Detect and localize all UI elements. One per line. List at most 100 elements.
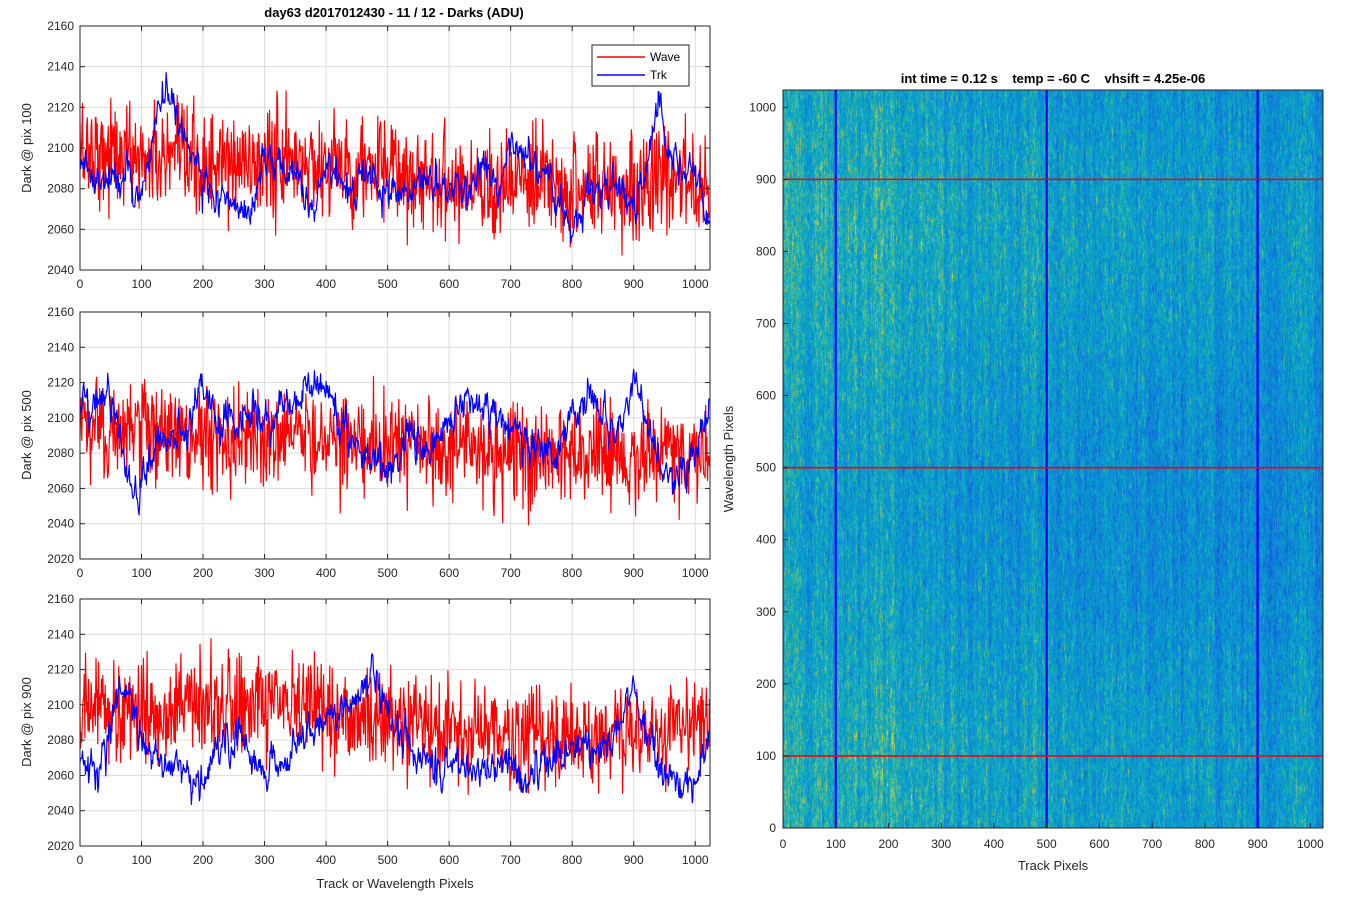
- x-axis-label: Track Pixels: [1018, 858, 1089, 873]
- x-tick-label: 500: [378, 566, 398, 580]
- x-tick-label: 200: [878, 837, 898, 851]
- x-tick-label: 300: [255, 853, 275, 867]
- y-tick-label: 2060: [47, 222, 74, 236]
- y-axis-label: Dark @ pix 900: [19, 677, 34, 767]
- y-tick-label: 300: [756, 605, 776, 619]
- x-tick-label: 700: [501, 277, 521, 291]
- x-tick-label: 800: [562, 853, 582, 867]
- x-tick-label: 600: [1089, 837, 1109, 851]
- y-tick-label: 2080: [47, 182, 74, 196]
- x-tick-label: 0: [77, 853, 84, 867]
- x-tick-label: 100: [132, 566, 152, 580]
- plot-area-frame: [79, 598, 711, 847]
- y-tick-label: 900: [756, 172, 776, 186]
- x-tick-label: 600: [439, 853, 459, 867]
- y-tick-label: 2160: [47, 592, 74, 606]
- series-line-wave: [79, 375, 710, 526]
- series-line-trk: [79, 71, 710, 244]
- line-plot-pix-100: day63 d2017012430 - 11 / 12 - Darks (ADU…: [19, 5, 711, 291]
- y-tick-label: 800: [756, 244, 776, 258]
- x-tick-label: 200: [193, 277, 213, 291]
- x-tick-label: 1000: [682, 566, 709, 580]
- legend: Wave Trk: [591, 44, 690, 87]
- series-line-trk: [79, 368, 710, 516]
- y-tick-label: 2100: [47, 698, 74, 712]
- y-tick-label: 2040: [47, 804, 74, 818]
- y-tick-label: 700: [756, 317, 776, 331]
- y-tick-label: 0: [769, 821, 776, 835]
- y-tick-label: 2020: [47, 552, 74, 566]
- y-tick-label: 2120: [47, 663, 74, 677]
- x-tick-label: 600: [439, 566, 459, 580]
- y-tick-label: 2020: [47, 839, 74, 853]
- y-tick-label: 2140: [47, 340, 74, 354]
- x-tick-label: 900: [624, 277, 644, 291]
- y-tick-label: 2040: [47, 517, 74, 531]
- series-line-trk: [79, 653, 710, 806]
- y-tick-label: 2080: [47, 446, 74, 460]
- y-tick-label: 500: [756, 461, 776, 475]
- y-tick-label: 2140: [47, 627, 74, 641]
- y-tick-label: 2160: [47, 305, 74, 319]
- y-tick-label: 2040: [47, 263, 74, 277]
- x-tick-label: 800: [562, 566, 582, 580]
- x-tick-label: 100: [132, 853, 152, 867]
- legend-trk: Trk: [650, 68, 668, 82]
- x-tick-label: 200: [193, 566, 213, 580]
- y-tick-label: 2160: [47, 19, 74, 33]
- figure-title: day63 d2017012430 - 11 / 12 - Darks (ADU…: [264, 5, 523, 20]
- x-tick-label: 700: [501, 566, 521, 580]
- x-tick-label: 700: [501, 853, 521, 867]
- y-axis-label: Dark @ pix 100: [19, 103, 34, 193]
- y-tick-label: 400: [756, 533, 776, 547]
- x-tick-label: 500: [1037, 837, 1057, 851]
- x-tick-label: 0: [77, 277, 84, 291]
- series-line-wave: [79, 637, 710, 796]
- y-tick-label: 2120: [47, 376, 74, 390]
- y-axis-label: Wavelength Pixels: [721, 405, 736, 512]
- line-plot-pix-900: 0 100 200 300 400 500 600 700 800 900 1000 2020 2040…: [19, 592, 711, 891]
- y-tick-label: 2100: [47, 141, 74, 155]
- x-tick-label: 600: [439, 277, 459, 291]
- x-tick-label: 400: [316, 566, 336, 580]
- x-tick-label: 400: [316, 277, 336, 291]
- x-tick-label: 300: [931, 837, 951, 851]
- x-tick-label: 1000: [1297, 837, 1324, 851]
- heatmap-title: int time = 0.12 s temp = -60 C vhsift = …: [901, 71, 1206, 86]
- line-plot-pix-500: 0 100 200 300 400 500 600 700 800 900 1000 2020 2040…: [19, 305, 711, 580]
- x-tick-label: 100: [826, 837, 846, 851]
- y-tick-label: 2060: [47, 481, 74, 495]
- x-axis-label: Track or Wavelength Pixels: [316, 876, 474, 891]
- x-tick-label: 900: [1248, 837, 1268, 851]
- y-tick-label: 2140: [47, 60, 74, 74]
- y-tick-label: 2120: [47, 100, 74, 114]
- x-tick-label: 200: [193, 853, 213, 867]
- plot-area-frame: [79, 311, 711, 560]
- x-tick-label: 300: [255, 566, 275, 580]
- x-tick-label: 800: [1195, 837, 1215, 851]
- x-tick-label: 500: [378, 277, 398, 291]
- y-tick-label: 2060: [47, 768, 74, 782]
- y-tick-label: 2100: [47, 411, 74, 425]
- x-tick-label: 1000: [682, 853, 709, 867]
- heatmap-dark-frame: int time = 0.12 s temp = -60 C vhsift = …: [721, 71, 1324, 873]
- x-tick-label: 500: [378, 853, 398, 867]
- x-tick-label: 400: [984, 837, 1004, 851]
- y-tick-label: 2080: [47, 733, 74, 747]
- series-line-wave: [79, 90, 710, 256]
- heatmap-image: [783, 90, 1323, 828]
- y-tick-label: 1000: [749, 100, 776, 114]
- x-tick-label: 400: [316, 853, 336, 867]
- x-tick-label: 900: [624, 566, 644, 580]
- x-tick-label: 800: [562, 277, 582, 291]
- x-tick-label: 300: [255, 277, 275, 291]
- x-tick-label: 900: [624, 853, 644, 867]
- x-tick-label: 0: [780, 837, 787, 851]
- heatmap-frame: [782, 89, 1324, 829]
- y-tick-label: 200: [756, 677, 776, 691]
- y-tick-label: 600: [756, 389, 776, 403]
- y-axis-label: Dark @ pix 500: [19, 390, 34, 480]
- x-tick-label: 1000: [682, 277, 709, 291]
- legend-wave: Wave: [650, 50, 681, 64]
